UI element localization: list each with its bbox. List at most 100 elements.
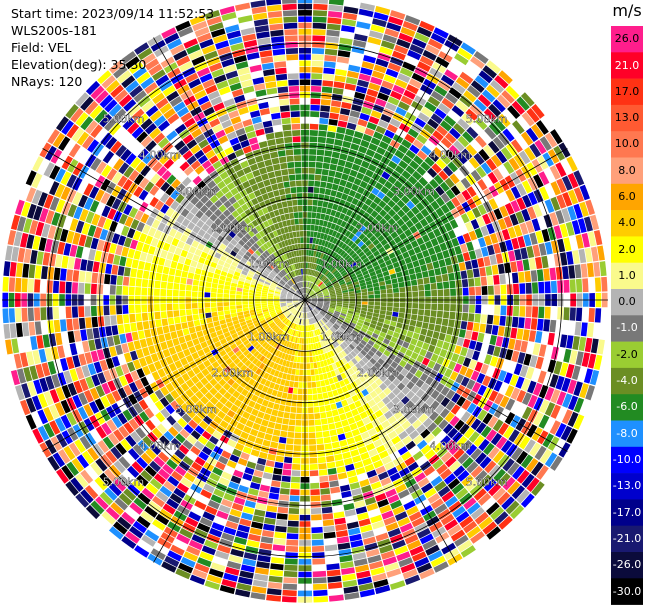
velocity-gate (308, 250, 312, 256)
velocity-gate (374, 409, 384, 418)
velocity-gate (430, 389, 440, 400)
velocity-gate (521, 378, 531, 392)
velocity-gate (563, 307, 570, 321)
velocity-gate (65, 306, 72, 319)
velocity-gate (502, 476, 516, 491)
velocity-gate (55, 254, 63, 268)
velocity-gate (422, 172, 433, 183)
velocity-gate (328, 215, 335, 223)
velocity-gate (156, 265, 164, 274)
velocity-gate (67, 331, 75, 344)
velocity-gate (466, 402, 477, 414)
velocity-gate (516, 489, 530, 504)
velocity-gate (391, 278, 398, 284)
velocity-gate (440, 266, 448, 275)
velocity-gate (311, 244, 316, 250)
velocity-gate (175, 323, 182, 331)
velocity-gate (555, 320, 563, 334)
velocity-gate (339, 554, 353, 563)
velocity-gate (419, 55, 434, 67)
velocity-gate (309, 445, 317, 451)
velocity-gate (474, 228, 483, 239)
velocity-gate (116, 314, 124, 325)
velocity-gate (385, 334, 392, 341)
velocity-gate (566, 251, 574, 265)
velocity-gate (393, 302, 400, 308)
velocity-gate (348, 305, 355, 309)
velocity-gate (410, 314, 418, 321)
velocity-gate (375, 325, 382, 332)
velocity-gate (575, 234, 584, 249)
velocity-gate (261, 419, 269, 427)
velocity-gate (344, 276, 351, 281)
velocity-gate (573, 203, 583, 219)
velocity-gate (384, 180, 393, 190)
velocity-gate (381, 327, 388, 334)
velocity-gate (503, 161, 515, 175)
velocity-gate (443, 303, 450, 312)
velocity-gate (321, 506, 333, 514)
velocity-gate (260, 536, 274, 544)
velocity-gate (401, 204, 411, 214)
velocity-gate (531, 368, 541, 382)
velocity-gate (479, 456, 492, 469)
velocity-gate (329, 289, 335, 293)
velocity-gate (313, 406, 320, 413)
velocity-gate (458, 262, 466, 271)
velocity-gate (270, 441, 279, 449)
velocity-gate (470, 169, 482, 182)
velocity-gate (498, 422, 509, 436)
velocity-gate (252, 443, 262, 451)
velocity-gate (290, 482, 300, 489)
velocity-gate (323, 531, 336, 539)
velocity-gate (341, 207, 349, 215)
velocity-gate (351, 341, 358, 348)
velocity-gate (410, 375, 419, 385)
velocity-gate (359, 225, 367, 233)
velocity-gate (320, 181, 327, 188)
velocity-gate (263, 523, 275, 532)
velocity-gate (210, 302, 217, 308)
velocity-gate (364, 318, 372, 323)
velocity-gate (312, 22, 327, 30)
velocity-gate (291, 476, 300, 483)
velocity-gate (442, 249, 450, 259)
velocity-gate (470, 507, 485, 520)
velocity-gate (361, 160, 370, 169)
velocity-gate (362, 228, 370, 236)
velocity-gate (344, 431, 353, 439)
velocity-gate (437, 485, 451, 498)
velocity-gate (309, 275, 312, 282)
velocity-gate (205, 281, 212, 288)
velocity-gate (336, 297, 343, 300)
velocity-gate (265, 511, 277, 519)
velocity-gate (391, 396, 401, 406)
velocity-gate (319, 259, 324, 266)
velocity-gate (442, 358, 451, 368)
velocity-gate (268, 575, 283, 583)
velocity-gate (525, 127, 539, 142)
velocity-gate (454, 245, 462, 255)
velocity-gate (504, 385, 515, 398)
velocity-gate (320, 494, 331, 501)
velocity-gate (480, 225, 489, 237)
velocity-gate (348, 232, 355, 240)
velocity-gate (379, 281, 386, 286)
velocity-gate (314, 307, 320, 312)
velocity-gate (471, 382, 482, 393)
velocity-gate (511, 237, 520, 250)
velocity-gate (473, 435, 485, 447)
velocity-gate (420, 145, 432, 156)
velocity-gate (553, 361, 563, 375)
velocity-gate (306, 243, 310, 250)
velocity-gate (456, 288, 463, 296)
velocity-gate (485, 158, 497, 171)
velocity-gate (324, 301, 330, 304)
velocity-gate (61, 255, 69, 269)
velocity-gate (311, 212, 317, 219)
velocity-gate (454, 419, 465, 431)
velocity-gate (311, 300, 318, 303)
velocity-gate (334, 262, 340, 268)
velocity-gate (341, 350, 347, 357)
velocity-gate (487, 344, 495, 356)
